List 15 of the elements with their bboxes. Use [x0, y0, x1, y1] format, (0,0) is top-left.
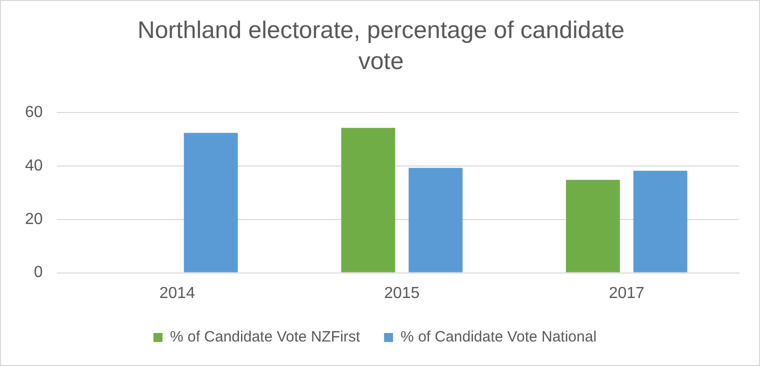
- bar: [566, 180, 620, 272]
- x-tick-label: 2015: [384, 284, 420, 302]
- chart-title: Northland electorate, percentage of candidate vote: [136, 16, 626, 77]
- x-tick-label: 2014: [159, 284, 196, 302]
- y-tick-label: 40: [25, 157, 43, 174]
- legend-label: % of Candidate Vote NZFirst: [170, 328, 361, 346]
- y-tick-label: 20: [25, 210, 43, 228]
- bar: [408, 168, 463, 272]
- legend-label: % of Candidate Vote National: [400, 328, 597, 346]
- bar: [633, 170, 688, 272]
- bar: [341, 128, 396, 272]
- y-tick-label: 0: [34, 264, 43, 282]
- bar: [184, 132, 238, 272]
- x-tick-label: 2017: [608, 284, 645, 302]
- y-tick-label: 60: [25, 104, 43, 122]
